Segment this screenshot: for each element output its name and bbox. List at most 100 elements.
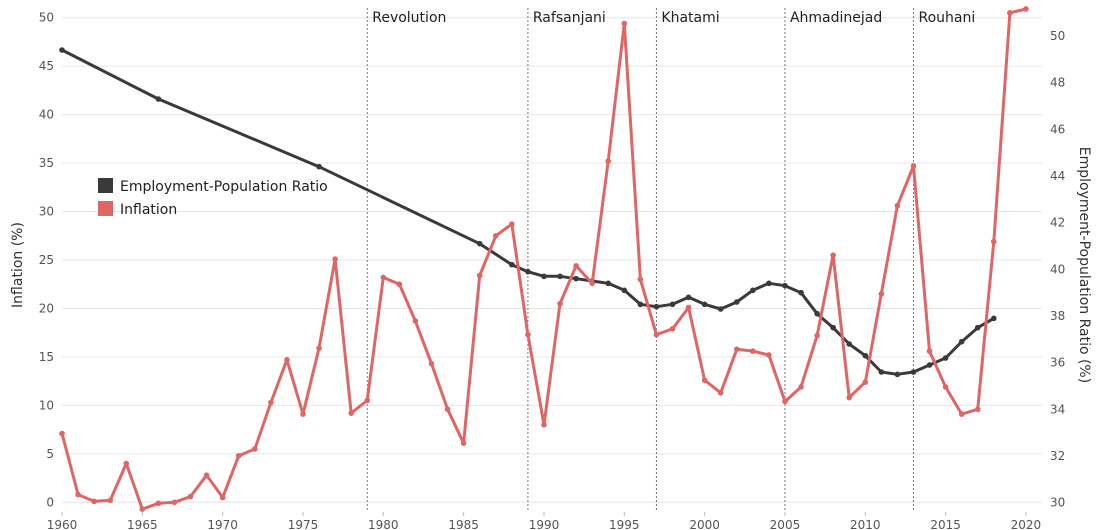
y-right-tick-label: 44 (1050, 169, 1065, 183)
x-tick-label: 2020 (1011, 518, 1042, 530)
data-point (557, 273, 563, 280)
data-point (139, 506, 146, 512)
data-point (717, 389, 724, 396)
data-point (701, 301, 708, 308)
data-point (444, 406, 451, 413)
series-lines (59, 6, 1029, 512)
data-point (942, 384, 949, 390)
data-point (669, 326, 676, 332)
y-left-tick-label: 30 (39, 205, 54, 219)
data-point (59, 47, 65, 53)
data-point (942, 355, 949, 361)
y-right-tick-label: 46 (1050, 122, 1065, 136)
x-tick-label: 1985 (448, 518, 479, 530)
data-point (541, 421, 547, 428)
data-point (782, 398, 788, 405)
series-line (60, 7, 1028, 511)
data-point (476, 272, 483, 279)
data-point (91, 498, 97, 505)
data-point (348, 410, 354, 416)
data-point (492, 232, 499, 239)
data-point (766, 280, 772, 287)
data-point (894, 202, 901, 209)
data-point (926, 348, 933, 354)
x-tick-label: 2000 (689, 518, 720, 530)
x-tick-label: 1960 (47, 518, 78, 530)
data-point (155, 500, 162, 507)
data-point (974, 406, 981, 413)
x-tick-label: 1990 (529, 518, 560, 530)
data-point (59, 430, 65, 437)
era-label: Rafsanjani (533, 10, 606, 26)
data-point (846, 341, 853, 347)
data-point (750, 348, 756, 354)
data-point (332, 256, 338, 262)
era-label: Khatami (661, 10, 719, 26)
x-tick-label: 1995 (609, 518, 640, 530)
era-label: Rouhani (918, 10, 975, 26)
data-point (219, 494, 226, 501)
y-left-tick-label: 50 (39, 11, 54, 25)
y-right-tick-label: 48 (1050, 76, 1065, 90)
y-right-tick-label: 50 (1050, 29, 1065, 43)
data-point (187, 493, 194, 500)
data-point (428, 360, 435, 367)
data-point (621, 287, 628, 294)
legend: Employment-Population Ratio Inflation (98, 178, 328, 218)
y-right-tick-label: 38 (1050, 309, 1065, 323)
data-point (412, 318, 419, 324)
data-point (878, 369, 885, 375)
data-point (316, 163, 322, 170)
data-point (926, 362, 933, 368)
data-point (284, 357, 290, 363)
x-tick-label: 1975 (288, 518, 319, 530)
data-point (653, 331, 660, 338)
data-point (750, 287, 756, 294)
data-point (589, 280, 595, 287)
data-point (541, 273, 547, 280)
y-left-tick-label: 15 (39, 350, 54, 364)
data-point (637, 301, 644, 308)
data-point (171, 499, 178, 506)
data-point (107, 497, 113, 504)
x-tick-label: 2005 (770, 518, 801, 530)
data-point (974, 324, 981, 331)
y-right-tick-label: 36 (1050, 356, 1065, 370)
y-right-tick-label: 40 (1050, 262, 1065, 276)
data-point (685, 304, 692, 311)
data-point (685, 294, 692, 301)
x-tick-label: 1980 (368, 518, 399, 530)
data-point (910, 163, 917, 169)
data-point (75, 491, 81, 498)
data-point (1023, 6, 1029, 12)
data-point (830, 324, 836, 331)
era-markers: Revolution Rafsanjani Khatami Ahmadinejad Ro… (366, 8, 975, 512)
y-axis-left-title: Inflation (%) (10, 222, 26, 308)
legend-swatch-inflation (98, 201, 113, 216)
legend-label-inflation: Inflation (120, 202, 177, 218)
data-point (878, 291, 885, 297)
x-tick-label: 2015 (930, 518, 961, 530)
y-left-tick-label: 35 (39, 156, 54, 170)
data-point (958, 411, 965, 417)
data-point (766, 352, 772, 358)
data-point (557, 300, 563, 307)
data-point (525, 331, 531, 338)
y-left-tick-label: 40 (39, 108, 54, 122)
y-left-tick-label: 20 (39, 301, 54, 315)
data-point (573, 275, 579, 282)
data-point (203, 472, 210, 478)
data-point (525, 268, 531, 275)
data-point (364, 397, 371, 404)
data-point (123, 460, 130, 467)
x-tick-label: 1965 (127, 518, 158, 530)
data-point (605, 158, 612, 164)
data-point (268, 399, 274, 406)
data-point (991, 238, 997, 245)
y-left-tick-label: 5 (46, 447, 54, 461)
y-right-tick-label: 34 (1050, 402, 1065, 416)
data-point (509, 261, 515, 268)
data-point (733, 346, 740, 352)
data-point (605, 280, 612, 287)
